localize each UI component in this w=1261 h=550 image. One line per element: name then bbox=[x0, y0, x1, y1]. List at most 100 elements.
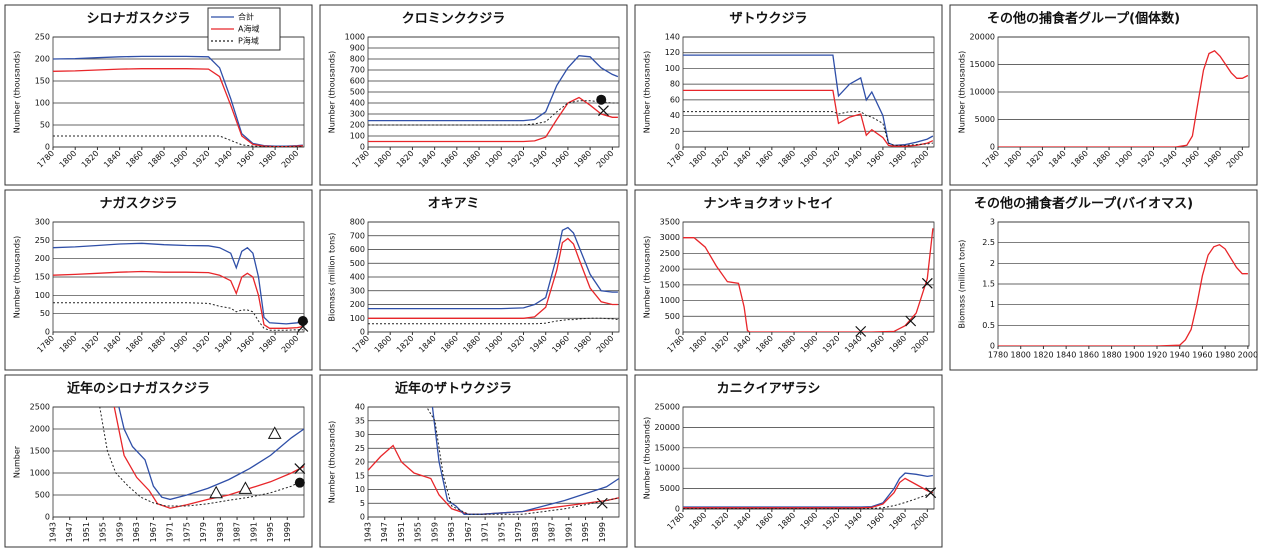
plot-frame bbox=[52, 406, 305, 518]
y-tick-label: 30 bbox=[355, 430, 365, 439]
y-tick-label: 20000 bbox=[655, 423, 680, 432]
series-line bbox=[683, 492, 934, 509]
y-tick-label: 1000 bbox=[345, 33, 365, 42]
x-tick-label: 1943 bbox=[364, 522, 373, 542]
series-line bbox=[431, 407, 619, 515]
marker-circle bbox=[297, 316, 308, 326]
y-tick-label: 15000 bbox=[655, 443, 680, 452]
y-tick-label: 0.5 bbox=[982, 321, 995, 330]
series-line bbox=[683, 111, 933, 146]
x-tick-label: 1959 bbox=[115, 522, 124, 542]
y-tick-label: 140 bbox=[665, 33, 680, 42]
y-tick-label: 100 bbox=[350, 314, 365, 323]
y-tick-label: 2.5 bbox=[982, 238, 995, 247]
x-tick-label: 1900 bbox=[1124, 351, 1144, 360]
series-line bbox=[683, 89, 934, 147]
series-line bbox=[683, 472, 934, 508]
y-tick-label: 700 bbox=[350, 231, 365, 240]
x-tick-label: 1960 bbox=[1192, 351, 1212, 360]
y-tick-label: 1.5 bbox=[982, 280, 995, 289]
x-tick-label: 1860 bbox=[1079, 351, 1099, 360]
y-tick-label: 100 bbox=[665, 64, 680, 73]
x-tick-label: 1980 bbox=[1215, 351, 1235, 360]
y-axis-label: Number (thousands) bbox=[643, 417, 652, 499]
chart-title: クロミンククジラ bbox=[402, 12, 505, 27]
y-tick-label: 1 bbox=[990, 300, 995, 309]
y-tick-label: 15000 bbox=[970, 60, 995, 69]
series-line bbox=[683, 228, 934, 332]
y-tick-label: 200 bbox=[35, 55, 50, 64]
y-tick-label: 25000 bbox=[655, 403, 680, 412]
x-tick-label: 1979 bbox=[199, 522, 208, 542]
y-tick-label: 120 bbox=[665, 48, 680, 57]
y-tick-label: 35 bbox=[355, 416, 365, 425]
y-axis-label: Number bbox=[13, 445, 22, 478]
y-tick-label: 0 bbox=[45, 328, 50, 337]
y-axis-label: Number (thousands) bbox=[13, 51, 22, 133]
y-tick-label: 10 bbox=[355, 485, 365, 494]
y-tick-label: 100 bbox=[350, 132, 365, 141]
panel bbox=[319, 4, 628, 186]
chart-title: その他の捕食者グループ(個体数) bbox=[987, 11, 1180, 27]
x-tick-label: 1959 bbox=[430, 522, 439, 542]
x-tick-label: 1951 bbox=[82, 522, 91, 542]
y-tick-label: 150 bbox=[35, 273, 50, 282]
marker-x bbox=[921, 277, 933, 289]
y-tick-label: 500 bbox=[350, 259, 365, 268]
x-tick-label: 1940 bbox=[1170, 351, 1190, 360]
series-line bbox=[998, 50, 1249, 147]
x-tick-label: 1971 bbox=[481, 522, 490, 542]
y-tick-label: 700 bbox=[350, 66, 365, 75]
x-tick-label: 1955 bbox=[99, 522, 108, 542]
y-tick-label: 1500 bbox=[660, 280, 680, 289]
x-tick-label: 1967 bbox=[149, 522, 158, 542]
y-tick-label: 0 bbox=[360, 143, 365, 152]
chart-title: カニクイアザラシ bbox=[717, 382, 821, 397]
y-tick-label: 20000 bbox=[970, 33, 995, 42]
plot: Number 0 500 1000 1500 2000 2500 1943 1947 1951 19… bbox=[13, 403, 306, 542]
marker-x bbox=[925, 487, 937, 499]
x-tick-label: 1999 bbox=[598, 522, 607, 542]
y-tick-label: 40 bbox=[670, 111, 680, 120]
y-tick-label: 5 bbox=[360, 499, 365, 508]
y-tick-label: 1000 bbox=[30, 469, 50, 478]
x-tick-label: 1963 bbox=[132, 522, 141, 542]
y-tick-label: 800 bbox=[350, 218, 365, 227]
series-line bbox=[53, 242, 304, 325]
y-tick-label: 25 bbox=[355, 444, 365, 453]
y-tick-label: 800 bbox=[350, 55, 365, 64]
x-tick-label: 1820 bbox=[1033, 351, 1053, 360]
marker-triangle bbox=[238, 481, 253, 494]
panel bbox=[4, 374, 313, 548]
y-tick-label: 0 bbox=[990, 342, 995, 351]
plot-frame bbox=[367, 221, 620, 333]
marker-circle bbox=[294, 477, 305, 488]
x-tick-label: 2000 bbox=[1238, 351, 1258, 360]
y-axis-label: Number (thousands) bbox=[958, 51, 967, 133]
x-tick-label: 1947 bbox=[65, 522, 74, 542]
y-tick-label: 2000 bbox=[30, 425, 50, 434]
series-line bbox=[998, 243, 1248, 346]
y-tick-label: 10000 bbox=[970, 88, 995, 97]
y-axis-label: Biomass (million tons) bbox=[958, 240, 967, 329]
y-axis-label: Number (thousands) bbox=[13, 236, 22, 318]
chart-title: 近年のシロナガスクジラ bbox=[67, 381, 210, 397]
marker-triangle bbox=[209, 485, 223, 499]
plot-frame bbox=[52, 36, 305, 148]
x-tick-label: 1987 bbox=[548, 522, 557, 542]
y-tick-label: 50 bbox=[40, 309, 50, 318]
y-tick-label: 2500 bbox=[30, 403, 50, 412]
x-tick-label: 1991 bbox=[249, 522, 258, 542]
x-tick-label: 1880 bbox=[1101, 351, 1121, 360]
legend-label: 合計 bbox=[238, 12, 254, 22]
y-axis-label: Number (thousands) bbox=[328, 421, 337, 503]
y-tick-label: 400 bbox=[350, 273, 365, 282]
y-tick-label: 150 bbox=[35, 77, 50, 86]
y-tick-label: 3500 bbox=[660, 218, 680, 227]
series-line bbox=[113, 407, 304, 509]
series-line bbox=[368, 237, 618, 319]
series-line bbox=[368, 226, 618, 310]
legend-label: P海域 bbox=[238, 36, 259, 46]
y-tick-label: 300 bbox=[350, 286, 365, 295]
